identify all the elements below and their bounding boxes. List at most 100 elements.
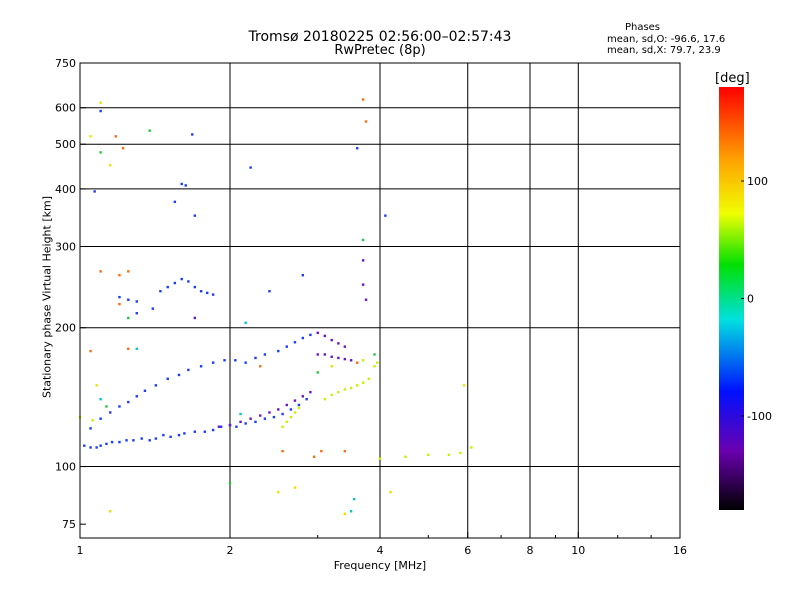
data-point <box>305 397 308 401</box>
data-point <box>228 482 232 485</box>
data-point <box>268 411 271 414</box>
data-point <box>148 439 151 442</box>
data-point <box>199 290 203 293</box>
data-point <box>127 400 130 404</box>
data-point <box>330 365 333 368</box>
data-point <box>193 214 197 217</box>
data-point <box>166 285 169 289</box>
x-tick-label: 1 <box>77 544 84 557</box>
data-point <box>361 238 365 242</box>
data-point <box>293 411 297 414</box>
data-point <box>239 412 242 416</box>
colorbar-tick-label: 100 <box>747 175 768 188</box>
data-point <box>180 182 183 186</box>
data-point <box>343 357 347 361</box>
data-point <box>289 415 293 419</box>
y-tick-label: 500 <box>55 138 76 151</box>
y-tick-label: 600 <box>55 102 76 115</box>
data-point <box>323 397 327 401</box>
x-ticks: 1 2 4 6 8 10 16 <box>77 532 687 557</box>
x-axis-label: Frequency [MHz] <box>333 559 427 572</box>
data-point <box>447 453 451 457</box>
data-point <box>361 283 365 286</box>
data-point <box>301 395 305 398</box>
data-point <box>330 338 333 342</box>
data-point <box>162 433 165 437</box>
data-point <box>316 371 319 374</box>
data-point <box>127 316 130 320</box>
colorbar-tick-label: -100 <box>747 410 772 423</box>
data-point <box>277 408 280 411</box>
data-point <box>211 293 215 296</box>
data-point <box>99 397 102 401</box>
data-point <box>125 439 128 442</box>
data-point <box>281 449 284 453</box>
data-point <box>109 411 112 414</box>
data-point <box>268 290 271 293</box>
data-point <box>343 512 347 515</box>
data-point <box>173 200 177 204</box>
data-point <box>109 164 112 167</box>
data-point <box>343 388 347 391</box>
data-point <box>272 415 276 419</box>
data-point <box>105 442 108 446</box>
data-point <box>89 135 92 138</box>
data-point <box>99 270 102 273</box>
data-point <box>114 135 118 138</box>
data-point <box>259 414 262 417</box>
data-point <box>211 428 215 432</box>
data-point <box>99 109 102 113</box>
data-point <box>135 300 138 303</box>
colorbar-tick-label: 0 <box>747 293 754 306</box>
data-point <box>361 381 365 384</box>
data-point <box>95 384 98 387</box>
data-point <box>193 430 197 433</box>
data-point <box>297 406 301 410</box>
data-point <box>330 355 333 358</box>
data-point <box>355 147 359 150</box>
data-point <box>235 425 238 428</box>
data-point <box>132 439 135 442</box>
data-point <box>373 365 376 368</box>
data-point <box>297 403 301 407</box>
data-point <box>249 166 252 169</box>
data-point <box>118 295 121 299</box>
data-point <box>330 393 333 397</box>
data-point <box>135 347 138 351</box>
stats-heading: Phases <box>624 22 661 33</box>
data-point <box>127 298 130 301</box>
data-point <box>289 408 293 411</box>
data-point <box>337 390 340 394</box>
data-point <box>263 353 267 356</box>
data-point <box>355 361 359 364</box>
data-point <box>110 440 114 444</box>
data-point <box>361 259 365 262</box>
data-point <box>151 307 155 310</box>
data-point <box>281 425 284 428</box>
data-point <box>361 98 365 101</box>
grid-lines <box>80 63 680 538</box>
data-point <box>89 446 92 449</box>
data-point <box>323 334 327 338</box>
data-point <box>154 384 158 387</box>
data-point <box>427 453 430 457</box>
y-tick-label: 75 <box>62 518 76 531</box>
data-point <box>183 432 186 435</box>
data-point <box>349 386 353 390</box>
x-tick-label: 10 <box>571 544 585 557</box>
y-tick-label: 100 <box>55 461 76 474</box>
data-point <box>343 345 347 348</box>
data-point <box>118 273 121 277</box>
data-point <box>177 373 181 377</box>
data-point <box>95 446 98 449</box>
data-point <box>217 425 221 428</box>
colorbar-ticks: 100 0 -100 <box>741 175 772 423</box>
data-point <box>135 312 138 315</box>
data-point <box>159 290 162 293</box>
data-point <box>148 129 151 132</box>
data-point <box>199 365 203 368</box>
x-tick-label: 8 <box>527 544 534 557</box>
data-point <box>89 349 92 353</box>
x-tick-label: 4 <box>377 544 384 557</box>
data-point <box>203 430 206 433</box>
